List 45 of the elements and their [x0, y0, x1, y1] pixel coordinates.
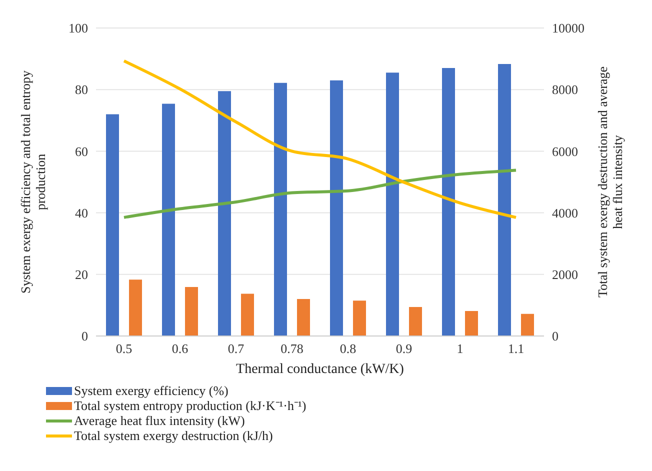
- y-tick-label: 0: [82, 328, 88, 344]
- x-tick-label: 1: [456, 341, 464, 356]
- bar: [409, 307, 422, 336]
- legend-label: Total system entropy production (kJ·K⁻¹·h⁻¹): [74, 398, 306, 413]
- bar: [498, 64, 511, 336]
- y2-tick-label: 8000: [552, 82, 578, 98]
- y-tick-label: 40: [75, 205, 88, 220]
- y-axis-title: System exergy efficiency and total entropy production: [18, 70, 48, 294]
- x-tick-label: 0.78: [280, 341, 304, 356]
- x-tick-label: 0.7: [228, 341, 245, 356]
- bar: [106, 114, 119, 336]
- x-tick-label: 1.1: [508, 341, 524, 356]
- y-tick-label: 100: [68, 20, 88, 36]
- y2-tick-label: 6000: [552, 144, 578, 159]
- legend-label: Total system exergy destruction (kJ/h): [74, 428, 273, 443]
- y-tick-label: 60: [75, 144, 88, 159]
- x-tick-label: 0.8: [340, 341, 356, 356]
- legend-label: Average heat flux intensity (kW): [74, 413, 245, 428]
- y2-tick-label: 0: [552, 328, 558, 344]
- bar: [386, 72, 399, 336]
- bar: [241, 294, 254, 336]
- y2-axis-title: Total system exergy destruction and average heat flux intensity: [595, 66, 625, 298]
- y-tick-label: 20: [75, 267, 88, 282]
- legend-label: System exergy efficiency (%): [74, 383, 228, 398]
- x-tick-label: 0.6: [172, 341, 189, 356]
- bar: [330, 80, 343, 336]
- y2-tick-label: 2000: [552, 267, 578, 282]
- x-axis-title: Thermal conductance (kW/K): [236, 362, 404, 377]
- bar: [218, 91, 231, 336]
- y2-tick-label: 4000: [552, 205, 578, 220]
- bar: [274, 82, 287, 336]
- bar: [162, 104, 175, 336]
- line-series: [122, 168, 518, 219]
- bar: [442, 68, 455, 336]
- bar: [521, 314, 534, 336]
- x-tick-label: 0.5: [116, 341, 132, 356]
- line-series: [122, 59, 518, 219]
- bar: [185, 287, 198, 336]
- bar: [129, 280, 142, 336]
- x-tick-label: 0.9: [396, 341, 412, 356]
- bar: [353, 300, 366, 336]
- bar: [465, 311, 478, 336]
- y2-tick-label: 10000: [552, 20, 584, 36]
- y-tick-label: 80: [75, 82, 88, 98]
- bar: [297, 299, 310, 336]
